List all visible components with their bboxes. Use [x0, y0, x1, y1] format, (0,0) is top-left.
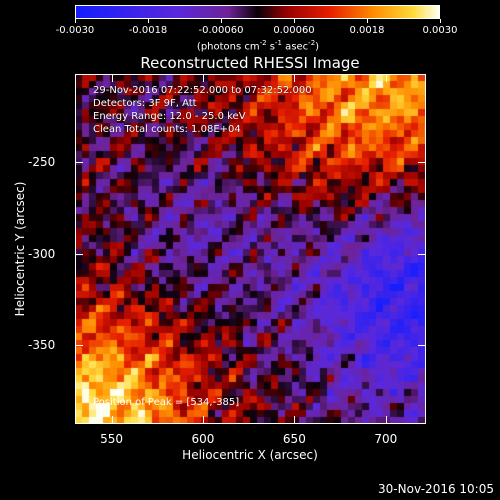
y-tick-label: -250 [28, 154, 56, 169]
image-map [75, 74, 426, 424]
time-range-label: 29-Nov-2016 07:22:52.000 to 07:32:52.000 [93, 85, 312, 96]
y-tick-mark [418, 162, 426, 163]
x-tick-mark [112, 74, 113, 82]
x-tick-mark [203, 74, 204, 82]
colorbar-tick-mark [440, 19, 441, 23]
colorbar [75, 5, 440, 19]
x-tick-mark [386, 416, 387, 424]
plot-frame [75, 74, 426, 424]
colorbar-tick-mark [148, 19, 149, 23]
x-tick-mark [294, 74, 295, 82]
x-tick-label: 700 [374, 432, 398, 446]
y-axis-label: Heliocentric Y (arcsec) [13, 181, 27, 317]
plot-title: Reconstructed RHESSI Image [140, 54, 360, 72]
colorbar-tick-label: 0.0018 [349, 25, 385, 36]
x-tick-label: 600 [191, 432, 215, 446]
y-tick-mark [75, 345, 83, 346]
colorbar-tick-mark [367, 19, 368, 23]
x-tick-mark [386, 74, 387, 82]
colorbar-gradient [76, 6, 439, 18]
clean-counts-label: Clean Total counts: 1.08E+04 [93, 124, 241, 135]
colorbar-units: (photons cm-2 s-1 asec-2) [196, 39, 320, 53]
x-tick-label: 550 [100, 432, 124, 446]
y-tick-mark [418, 345, 426, 346]
x-tick-mark [294, 416, 295, 424]
colorbar-tick-label: 0.00060 [273, 25, 315, 36]
colorbar-tick-label: -0.0030 [55, 25, 95, 36]
y-tick-mark [418, 254, 426, 255]
energy-range-label: Energy Range: 12.0 - 25.0 keV [93, 111, 246, 122]
colorbar-tick-label: -0.00060 [198, 25, 244, 36]
colorbar-tick-label: 0.0030 [422, 25, 458, 36]
y-tick-label: -300 [28, 246, 56, 261]
colorbar-tick-label: -0.0018 [128, 25, 168, 36]
y-tick-label: -350 [28, 338, 56, 353]
y-tick-mark [75, 254, 83, 255]
y-tick-mark [75, 162, 83, 163]
x-tick-mark [112, 416, 113, 424]
colorbar-tick-mark [75, 19, 76, 23]
detectors-label: Detectors: 3F 9F, Att [93, 98, 197, 109]
x-tick-mark [203, 416, 204, 424]
footer-date: 30-Nov-2016 10:05 [378, 482, 494, 496]
colorbar-tick-mark [221, 19, 222, 23]
heatmap-canvas [75, 74, 426, 424]
x-axis-label: Heliocentric X (arcsec) [182, 448, 318, 462]
x-tick-label: 650 [282, 432, 306, 446]
peak-position-label: Position of Peak = [534,-385] [93, 397, 240, 408]
colorbar-tick-mark [294, 19, 295, 23]
